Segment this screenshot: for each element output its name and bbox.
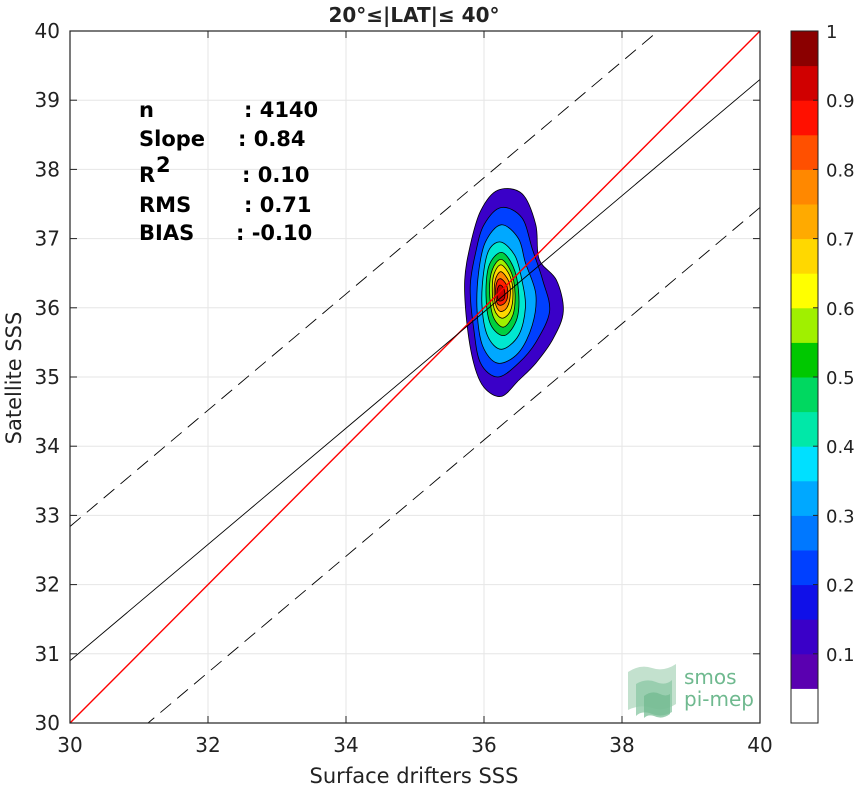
- line-lower-bound: [147, 207, 761, 724]
- stat-value: : 0.10: [242, 163, 310, 187]
- colorbar-segment: [791, 377, 818, 413]
- stat-label-superscript: 2: [156, 153, 171, 177]
- colorbar-segment: [791, 584, 818, 620]
- stat-label: Slope: [139, 127, 205, 151]
- line-fit: [69, 79, 761, 662]
- statistics-box: n : 4140 Slope : 0.84 R 2 : 0.10 RMS : 0.71 BIAS:…: [139, 98, 318, 245]
- colorbar-segment: [791, 31, 818, 67]
- y-tick-label: 36: [35, 296, 60, 320]
- colorbar-tick-label: 1: [826, 22, 837, 43]
- x-axis-ticks: 30 32 34 36 38 40: [57, 31, 773, 757]
- x-tick-label: 38: [609, 733, 634, 757]
- colorbar-segment: [791, 204, 818, 240]
- colorbar-tick-label: 0.8: [826, 160, 855, 181]
- y-tick-label: 30: [35, 711, 60, 735]
- x-tick-label: 40: [747, 733, 772, 757]
- x-tick-label: 32: [195, 733, 220, 757]
- stat-value: : 4140: [244, 98, 318, 122]
- colorbar-tick-label: 0.2: [826, 576, 855, 597]
- colorbar-tick-label: 0.5: [826, 368, 855, 389]
- colorbar-segment: [791, 446, 818, 482]
- y-tick-label: 32: [35, 573, 60, 597]
- colorbar-segment: [791, 550, 818, 586]
- y-tick-label: 31: [35, 642, 60, 666]
- colorbar-segment: [791, 238, 818, 274]
- line-identity: [69, 30, 761, 724]
- logo-text-line2: pi-mep: [684, 687, 754, 711]
- x-tick-label: 30: [57, 733, 82, 757]
- density-contours: [464, 188, 564, 397]
- colorbar-segment: [791, 342, 818, 378]
- colorbar-tick-label: 0.1: [826, 645, 855, 666]
- stat-value: : 0.84: [238, 127, 306, 151]
- y-tick-label: 40: [35, 19, 60, 43]
- colorbar-segment: [791, 619, 818, 655]
- colorbar-segment: [791, 65, 818, 101]
- y-tick-label: 38: [35, 157, 60, 181]
- logo-waves-icon: [628, 664, 676, 718]
- colorbar-segment: [791, 480, 818, 516]
- colorbar: [791, 31, 818, 724]
- colorbar-segment: [791, 100, 818, 136]
- chart-title: 20°≤|LAT|≤ 40°: [328, 3, 499, 27]
- colorbar-segment: [791, 169, 818, 205]
- colorbar-ticks: 0.1 0.2 0.3 0.4 0.5 0.6 0.7 0.8 0.9 1: [813, 22, 855, 666]
- stat-label: n: [139, 98, 154, 122]
- y-axis-label: Satellite SSS: [2, 312, 26, 445]
- y-tick-label: 39: [35, 88, 60, 112]
- x-tick-label: 34: [333, 733, 358, 757]
- y-tick-label: 37: [35, 227, 60, 251]
- y-tick-label: 33: [35, 503, 60, 527]
- x-tick-label: 36: [471, 733, 496, 757]
- colorbar-segment: [791, 688, 818, 724]
- y-tick-label: 34: [35, 434, 60, 458]
- stat-label: BIAS: [139, 221, 194, 245]
- colorbar-segment: [791, 134, 818, 170]
- colorbar-tick-label: 0.4: [826, 437, 855, 458]
- smos-pi-mep-logo: smos pi-mep: [628, 664, 754, 718]
- stat-label: RMS: [139, 193, 191, 217]
- colorbar-segment: [791, 411, 818, 447]
- line-upper-bound: [69, 30, 659, 527]
- colorbar-segment: [791, 653, 818, 689]
- colorbar-tick-label: 0.7: [826, 230, 855, 251]
- colorbar-segment: [791, 307, 818, 343]
- x-axis-label: Surface drifters SSS: [310, 764, 519, 786]
- y-axis-ticks: 30 31 32 33 34 35 36 37 38 39 40: [35, 19, 760, 735]
- stat-value: : -0.10: [236, 221, 312, 245]
- colorbar-tick-label: 0.6: [826, 299, 855, 320]
- stat-label: R: [139, 163, 155, 187]
- y-tick-label: 35: [35, 365, 60, 389]
- reference-lines: [69, 30, 761, 724]
- colorbar-tick-label: 0.9: [826, 91, 855, 112]
- logo-text-line1: smos: [684, 665, 737, 689]
- stat-value: : 0.71: [244, 193, 312, 217]
- colorbar-segment: [791, 515, 818, 551]
- colorbar-segment: [791, 273, 818, 309]
- colorbar-tick-label: 0.3: [826, 506, 855, 527]
